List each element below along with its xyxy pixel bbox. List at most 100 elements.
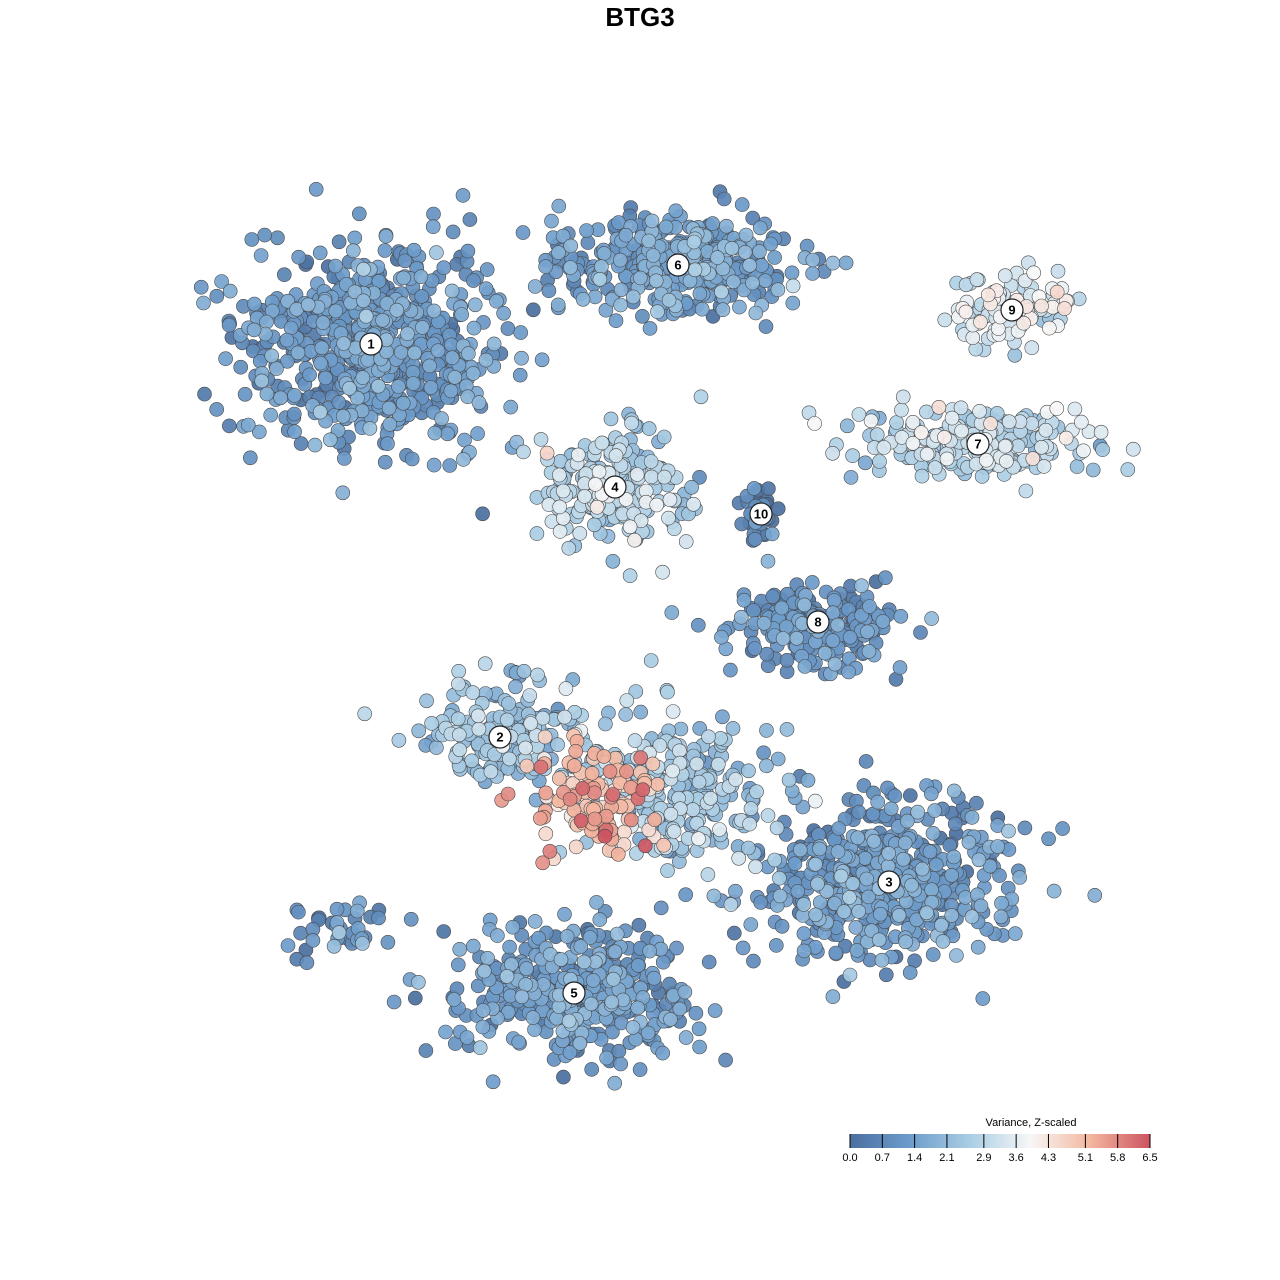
data-point [475, 1003, 491, 1018]
data-point [1038, 422, 1054, 438]
data-point [209, 402, 224, 417]
data-point [450, 957, 466, 973]
data-point [905, 435, 921, 451]
data-point [407, 345, 422, 361]
data-point [1074, 414, 1089, 430]
data-point [857, 850, 873, 866]
data-point [768, 938, 784, 953]
data-point [470, 426, 485, 441]
legend-tick-label: 6.5 [1142, 1152, 1157, 1164]
data-point [426, 206, 441, 222]
data-point [787, 856, 803, 872]
data-point [672, 743, 687, 759]
data-point [331, 925, 347, 940]
data-point [579, 223, 594, 238]
data-point [934, 917, 949, 933]
data-point [714, 284, 729, 300]
cluster-label-3: 3 [877, 870, 901, 894]
data-point [380, 934, 396, 950]
data-point [842, 967, 858, 983]
data-point [899, 813, 915, 829]
data-point [222, 418, 237, 434]
data-point [655, 954, 671, 970]
data-point [650, 304, 665, 320]
data-point [1120, 462, 1136, 477]
data-point [972, 403, 987, 419]
cluster-label-8: 8 [806, 610, 830, 634]
data-point [742, 816, 757, 832]
data-point [851, 804, 867, 820]
legend-tick-label: 5.8 [1110, 1152, 1125, 1164]
data-point [572, 1036, 588, 1051]
data-point [356, 293, 371, 309]
data-point [971, 852, 987, 868]
data-point [370, 378, 386, 394]
data-point [785, 295, 801, 311]
data-point [1024, 340, 1040, 356]
data-point [624, 415, 639, 431]
data-point [797, 597, 812, 613]
data-point [703, 790, 718, 806]
data-point [464, 753, 480, 769]
data-point [774, 918, 790, 934]
data-point [594, 435, 610, 451]
data-point [529, 526, 545, 541]
cluster-label-text: 9 [1008, 303, 1015, 318]
data-point [983, 416, 998, 431]
data-point [665, 704, 681, 719]
data-point [587, 289, 603, 305]
data-point [841, 664, 856, 680]
data-point [446, 992, 462, 1007]
data-point [748, 859, 763, 875]
data-point [923, 786, 939, 802]
data-point [395, 395, 411, 411]
data-point [466, 320, 482, 336]
data-point [329, 901, 345, 917]
data-point [825, 989, 841, 1005]
data-point [572, 526, 588, 541]
data-point [407, 990, 423, 1006]
data-point [1055, 821, 1070, 836]
data-point [781, 772, 797, 788]
cluster-label-text: 7 [974, 437, 981, 452]
data-point [351, 206, 367, 222]
data-point [686, 496, 701, 512]
data-point [1076, 443, 1091, 459]
data-point [914, 468, 930, 484]
data-point [944, 410, 960, 426]
data-point [859, 871, 875, 887]
data-point [666, 824, 682, 839]
data-point [513, 325, 529, 340]
data-point [263, 407, 279, 423]
data-point [377, 454, 393, 470]
data-point [276, 267, 292, 283]
data-point [381, 400, 397, 416]
data-point [693, 389, 709, 405]
data-point [451, 676, 466, 692]
data-point [577, 489, 592, 504]
data-point [633, 704, 649, 720]
data-point [386, 994, 402, 1010]
data-point [466, 273, 481, 288]
data-point [430, 343, 446, 359]
data-point [927, 460, 943, 476]
data-point [1069, 459, 1085, 474]
data-point [280, 938, 296, 953]
data-point [378, 228, 394, 244]
data-point [391, 732, 407, 748]
data-point [588, 477, 603, 492]
data-point [746, 953, 761, 969]
data-point [745, 275, 760, 291]
data-point [419, 693, 434, 709]
data-point [784, 265, 800, 281]
data-point [264, 348, 280, 364]
data-point [335, 408, 351, 424]
data-point [644, 469, 659, 485]
data-point [602, 764, 618, 779]
data-point [678, 887, 694, 903]
data-point [570, 447, 586, 463]
data-point [269, 361, 284, 376]
data-point [630, 958, 646, 973]
data-point [611, 215, 626, 230]
data-point [825, 445, 840, 461]
